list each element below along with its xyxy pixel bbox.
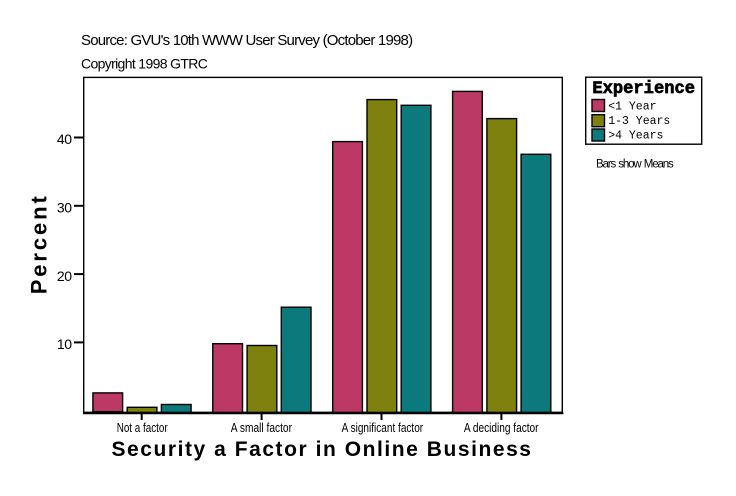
svg-text:<1 Year: <1 Year [608, 100, 656, 113]
svg-text:30: 30 [57, 200, 72, 216]
svg-text:40: 40 [57, 131, 72, 147]
svg-text:20: 20 [57, 268, 72, 284]
svg-text:A significant factor: A significant factor [342, 420, 424, 435]
svg-text:Security a Factor in Online Bu: Security a Factor in Online Business [111, 438, 532, 461]
svg-text:Source: GVU's 10th WWW User Su: Source: GVU's 10th WWW User Survey (Octo… [81, 32, 413, 49]
svg-text:1-3 Years: 1-3 Years [608, 115, 670, 128]
svg-text:Experience: Experience [592, 80, 695, 99]
svg-text:Bars show Means: Bars show Means [596, 159, 674, 171]
svg-text:Copyright 1998 GTRC: Copyright 1998 GTRC [81, 56, 208, 72]
svg-text:>4 Years: >4 Years [608, 130, 663, 143]
svg-text:Percent: Percent [27, 193, 52, 294]
svg-text:10: 10 [57, 336, 72, 352]
svg-text:A deciding factor: A deciding factor [464, 420, 539, 435]
svg-text:Not a factor: Not a factor [117, 420, 169, 435]
svg-text:A small factor: A small factor [231, 420, 293, 435]
